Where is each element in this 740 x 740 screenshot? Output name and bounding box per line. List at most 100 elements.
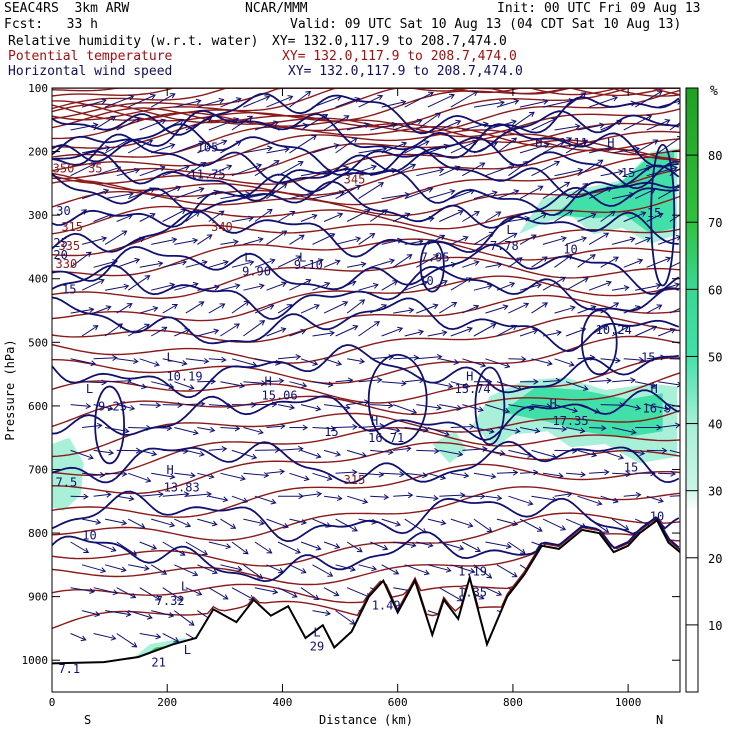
wind-vector-head — [488, 428, 495, 434]
wind-label: 21 — [151, 656, 165, 670]
wind-vector — [508, 404, 534, 410]
wind-vector — [185, 261, 207, 268]
wind-vector — [485, 587, 502, 596]
wind-vector — [658, 472, 676, 475]
wind-vector-head — [183, 164, 190, 171]
wind-vector-head — [661, 447, 668, 454]
theta-label: 315 — [61, 220, 83, 234]
wind-vector-head — [140, 383, 147, 390]
wind-vector — [323, 449, 341, 456]
high-marker: H — [466, 369, 473, 383]
wind-vector-head — [532, 469, 539, 476]
wind-vector — [105, 610, 131, 616]
wind-vector-head — [243, 300, 250, 306]
wind-vector-head — [469, 423, 475, 430]
model-title: SEAC4RS 3km ARW — [4, 1, 130, 16]
theta-contour — [52, 88, 680, 120]
wind-vector-head — [698, 182, 703, 187]
wind-vector-head — [496, 590, 503, 596]
wind-vector — [266, 425, 285, 428]
wind-vector — [335, 379, 353, 383]
wind-vector-head — [105, 491, 112, 498]
wind-vector-head — [222, 496, 229, 503]
wind-vector — [370, 541, 388, 550]
wind-vector-head — [639, 450, 646, 456]
wind-vector-head — [523, 302, 530, 308]
wind-vector — [277, 404, 295, 409]
wind-vector-head — [117, 323, 123, 329]
wind-vector — [427, 518, 446, 524]
wind-vector-head — [680, 260, 685, 265]
wind-vector — [635, 237, 651, 245]
wind-vector-head — [560, 236, 567, 242]
wind-vector-head — [420, 528, 427, 534]
wind-vector — [358, 321, 380, 337]
wind-vector-head — [645, 165, 652, 171]
wind-vector — [266, 380, 284, 383]
wind-speed-contours — [52, 92, 680, 583]
wind-vector-head — [281, 183, 288, 189]
wind-vector-head — [486, 526, 493, 533]
wind-vector-head — [177, 595, 183, 601]
wind-vector-head — [181, 360, 188, 366]
wind-vector-head — [213, 189, 220, 196]
wind-vector-head — [226, 164, 233, 170]
wind-vector-head — [543, 142, 550, 149]
wind-vector-head — [150, 93, 156, 100]
wind-label: 10 — [563, 242, 577, 256]
wind-vector — [139, 493, 163, 497]
wind-vector — [277, 255, 301, 268]
wind-vector — [611, 193, 634, 200]
wind-vector — [358, 518, 377, 524]
wind-vector-head — [258, 519, 265, 526]
wind-vector — [369, 304, 387, 314]
wind-vector-head — [219, 303, 226, 309]
theta-contour — [52, 108, 680, 140]
wind-vector — [508, 495, 533, 505]
wind-label: 16.71 — [368, 431, 404, 445]
y-tick-label: 800 — [28, 527, 48, 540]
wind-label: 7.5 — [56, 476, 78, 490]
wind-vector-head — [514, 427, 521, 434]
y-tick-label: 400 — [28, 273, 48, 286]
wind-vector-head — [511, 137, 518, 143]
wind-vector — [416, 217, 434, 222]
wind-vector — [531, 213, 547, 222]
wind-vector — [300, 358, 318, 365]
wind-vector-head — [184, 328, 191, 334]
theta-label: 315 — [344, 473, 366, 487]
wind-vector-head — [178, 118, 185, 125]
wind-vector-head — [169, 143, 176, 149]
wind-vector-head — [192, 281, 199, 288]
wind-vector-head — [564, 181, 571, 188]
wind-label: 7.95 — [421, 251, 450, 265]
wind-vector-head — [242, 497, 249, 504]
wind-vector — [116, 541, 137, 556]
wind-vector-head — [477, 406, 484, 413]
wind-vector-head — [177, 401, 183, 409]
wind-vector — [658, 283, 680, 291]
wind-vector-head — [395, 520, 402, 527]
wind-vector — [127, 94, 156, 108]
colorbar-tick-label: 10 — [708, 619, 722, 633]
wind-label: 7.32 — [156, 594, 185, 608]
y-tick-label: 200 — [28, 146, 48, 159]
wind-vector — [277, 161, 304, 177]
theta-contour — [52, 314, 680, 364]
wind-vector — [439, 587, 463, 602]
wind-vector-head — [496, 494, 503, 501]
humidity-patch — [501, 386, 663, 438]
wind-vector-head — [388, 448, 394, 456]
wind-vector — [185, 587, 202, 596]
wind-vector — [623, 259, 643, 268]
wind-vector — [381, 280, 398, 291]
wind-vector-head — [400, 99, 407, 106]
wind-vector-head — [236, 566, 243, 572]
wind-vector — [243, 427, 264, 434]
x-tick-label: 400 — [273, 696, 293, 709]
wind-vector-head — [278, 567, 284, 574]
wind-vector — [254, 160, 280, 177]
x-tick-label: 800 — [503, 696, 523, 709]
wind-vector-head — [149, 213, 156, 219]
wind-vector — [70, 541, 89, 553]
